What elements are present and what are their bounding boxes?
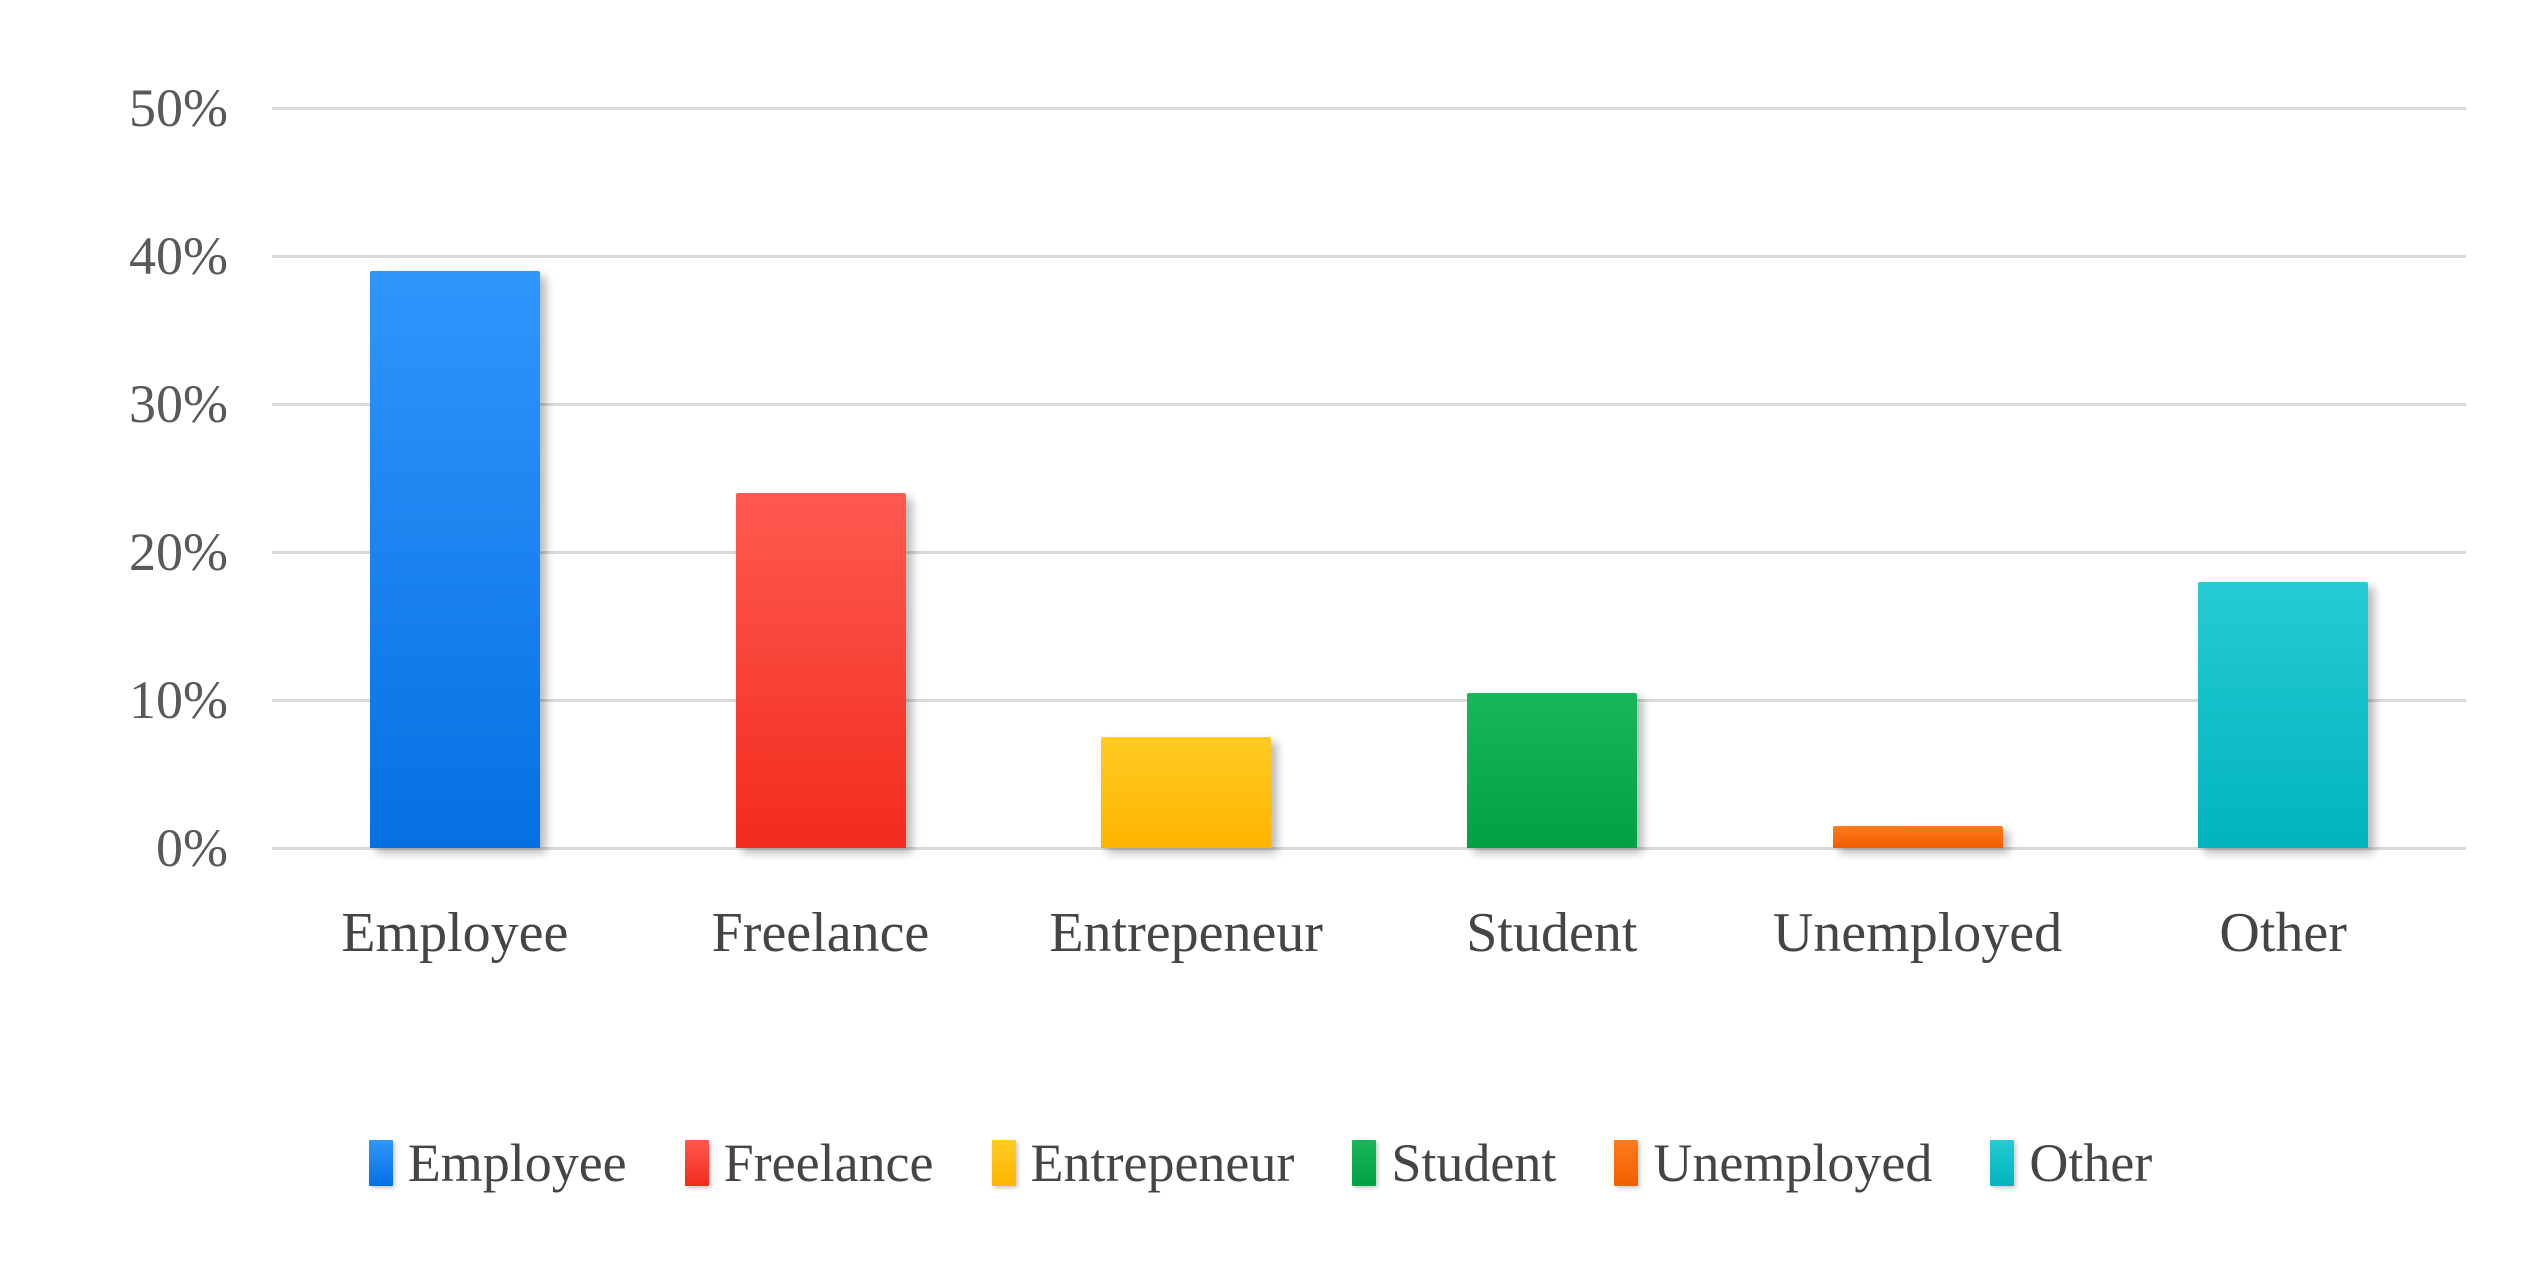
gridline-30: [272, 402, 2466, 406]
legend-label-freelance: Freelance: [723, 1133, 934, 1193]
x-label-entrepeneur: Entrepeneur: [1049, 902, 1323, 964]
legend: Employee Freelance Entrepeneur Student Unemp…: [0, 1128, 2521, 1198]
x-label-unemployed: Unemployed: [1772, 902, 2063, 964]
legend-swatch-other: [1990, 1140, 2015, 1186]
legend-item-employee: Employee: [368, 1128, 627, 1198]
legend-item-entrepeneur: Entrepeneur: [991, 1128, 1295, 1198]
bar-freelance: [735, 492, 906, 848]
y-tick-label-20: 20%: [129, 522, 228, 582]
x-label-freelance: Freelance: [711, 902, 930, 964]
legend-item-other: Other: [1990, 1128, 2152, 1198]
x-label-employee: Employee: [341, 902, 569, 964]
gridline-10: [272, 698, 2466, 702]
legend-swatch-entrepeneur: [991, 1140, 1016, 1186]
legend-label-unemployed: Unemployed: [1653, 1133, 1933, 1193]
legend-swatch-freelance: [684, 1140, 709, 1186]
legend-label-student: Student: [1391, 1133, 1557, 1193]
bar-other: [2198, 581, 2369, 848]
legend-swatch-student: [1352, 1140, 1377, 1186]
legend-swatch-unemployed: [1614, 1140, 1639, 1186]
legend-item-student: Student: [1352, 1128, 1556, 1198]
y-tick-label-0: 0%: [156, 818, 228, 878]
legend-swatch-employee: [368, 1140, 393, 1186]
bar-entrepeneur: [1101, 737, 1272, 848]
x-label-student: Student: [1466, 902, 1638, 964]
y-tick-label-50: 50%: [129, 78, 228, 138]
bar-employee: [369, 270, 540, 848]
gridline-0: [272, 846, 2466, 850]
gridline-50: [272, 106, 2466, 110]
y-tick-label-30: 30%: [129, 374, 228, 434]
legend-label-employee: Employee: [407, 1133, 627, 1193]
legend-item-freelance: Freelance: [684, 1128, 934, 1198]
y-tick-label-40: 40%: [129, 226, 228, 286]
legend-item-unemployed: Unemployed: [1614, 1128, 1932, 1198]
legend-label-entrepeneur: Entrepeneur: [1030, 1133, 1295, 1193]
legend-label-other: Other: [2029, 1133, 2153, 1193]
bar-unemployed: [1832, 825, 2003, 848]
y-tick-label-10: 10%: [129, 670, 228, 730]
gridline-40: [272, 254, 2466, 258]
bar-student: [1466, 692, 1637, 848]
gridline-20: [272, 550, 2466, 554]
x-label-other: Other: [2219, 902, 2347, 964]
